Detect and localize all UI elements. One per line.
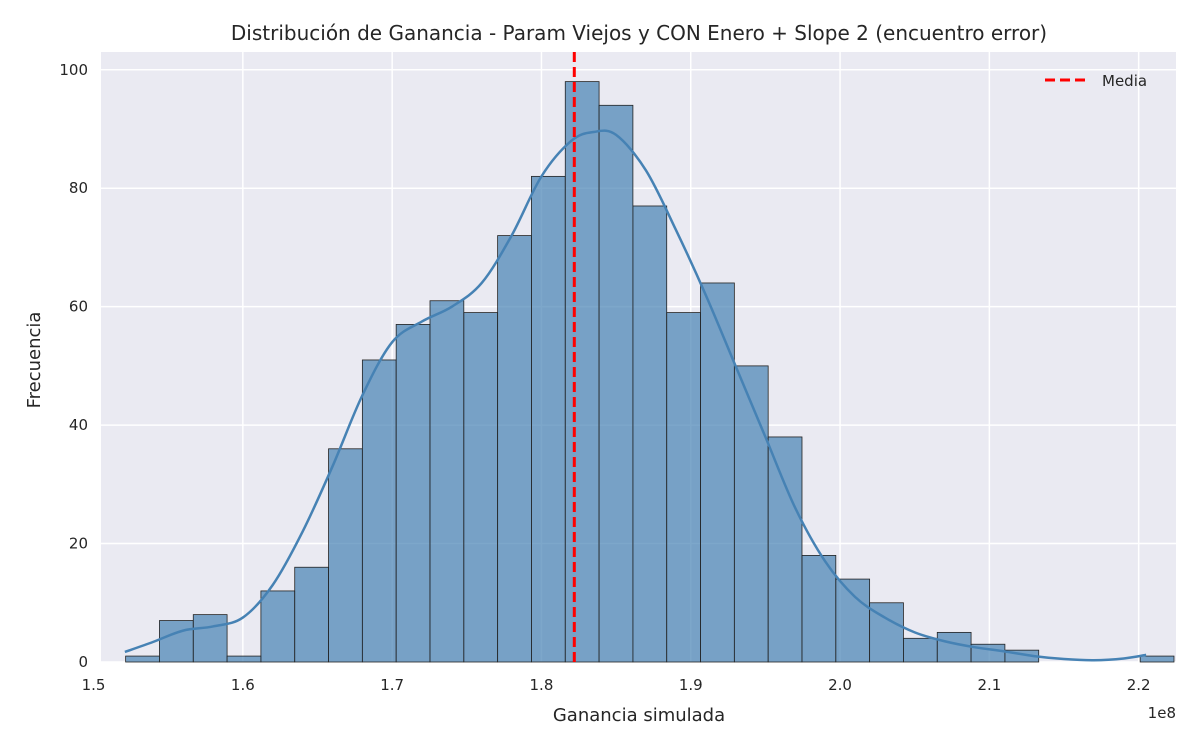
histogram-bar bbox=[936, 631, 972, 663]
histogram-bar bbox=[598, 104, 634, 663]
histogram-bar bbox=[733, 365, 769, 663]
y-tick-label: 20 bbox=[69, 535, 88, 553]
x-tick-label: 1.8 bbox=[530, 676, 554, 694]
y-tick-label: 100 bbox=[59, 61, 88, 79]
histogram-bar bbox=[531, 175, 566, 663]
histogram-bar bbox=[125, 655, 160, 663]
histogram-bar bbox=[497, 235, 532, 663]
histogram-bar bbox=[429, 300, 465, 663]
x-tick-labels: 1.5 1.6 1.7 1.8 1.9 2.0 2.1 2.2 bbox=[82, 676, 1151, 694]
y-tick-label: 60 bbox=[69, 298, 88, 316]
x-tick-label: 1.6 bbox=[231, 676, 255, 694]
histogram-bar bbox=[192, 614, 228, 663]
histogram-bar bbox=[767, 436, 803, 663]
x-tick-label: 1.5 bbox=[82, 676, 106, 694]
y-tick-label: 40 bbox=[69, 416, 88, 434]
histogram-bar bbox=[700, 282, 735, 663]
chart-title: Distribución de Ganancia - Param Viejos … bbox=[231, 21, 1047, 45]
histogram-bar bbox=[226, 655, 262, 663]
histogram-bar bbox=[1139, 655, 1175, 663]
y-tick-label: 80 bbox=[69, 179, 88, 197]
histogram-bar bbox=[564, 81, 600, 663]
y-axis-label: Frecuencia bbox=[24, 312, 45, 409]
y-tick-labels: 0 20 40 60 80 100 bbox=[59, 61, 88, 671]
x-tick-label: 1.7 bbox=[380, 676, 404, 694]
histogram-bar bbox=[395, 324, 431, 663]
x-tick-label: 2.0 bbox=[828, 676, 852, 694]
x-axis-label: Ganancia simulada bbox=[553, 705, 725, 726]
legend: Media bbox=[1045, 72, 1147, 90]
legend-mean-label: Media bbox=[1102, 72, 1147, 90]
histogram-bar bbox=[328, 448, 363, 663]
histogram-bar bbox=[666, 312, 701, 663]
x-tick-label: 2.2 bbox=[1127, 676, 1151, 694]
histogram-bar bbox=[801, 554, 837, 663]
x-tick-label: 2.1 bbox=[977, 676, 1001, 694]
histogram-bar bbox=[260, 590, 296, 663]
kde-curve bbox=[124, 129, 1147, 662]
histogram-bar bbox=[903, 637, 938, 663]
y-tick-label: 0 bbox=[78, 653, 88, 671]
histogram-bar bbox=[463, 312, 499, 663]
histogram-bar bbox=[361, 359, 397, 663]
histogram-bar bbox=[835, 578, 871, 663]
histogram-bar bbox=[159, 620, 194, 663]
x-tick-label: 1.9 bbox=[679, 676, 703, 694]
histogram-bar bbox=[294, 566, 329, 663]
x-axis-offset-label: 1e8 bbox=[1148, 704, 1176, 722]
histogram-bar bbox=[632, 205, 668, 663]
